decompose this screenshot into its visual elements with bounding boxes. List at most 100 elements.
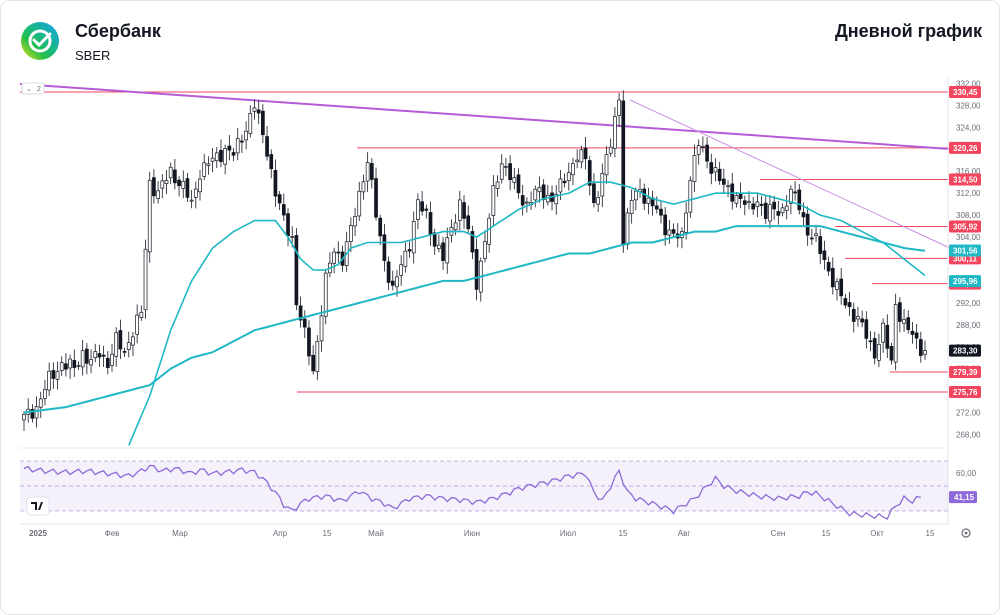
trend-line-main	[19, 83, 951, 150]
candle-body	[101, 354, 106, 357]
candle-body	[872, 338, 877, 359]
candle-body	[914, 332, 919, 339]
candle-body	[453, 222, 458, 231]
candle-body	[713, 167, 718, 173]
x-tick-label: Июл	[560, 529, 577, 538]
candle-body	[671, 229, 676, 234]
candle-body	[504, 165, 508, 168]
candle-body	[315, 340, 320, 372]
candle-body	[734, 195, 739, 204]
trend-line-secondary	[629, 99, 951, 249]
candle-body	[520, 195, 525, 206]
x-tick-label: Мар	[172, 529, 188, 538]
candle-body	[885, 324, 890, 349]
candle-body	[416, 199, 420, 220]
candle-body	[893, 304, 898, 363]
y-tick-label: 332,00	[956, 79, 981, 88]
candle-body	[721, 178, 726, 185]
candle-body	[181, 180, 186, 189]
candle-body	[164, 180, 169, 184]
level-price-tag	[949, 220, 981, 233]
candle-body	[428, 212, 433, 236]
candle-body	[420, 201, 424, 212]
candle-body	[470, 231, 475, 253]
candle-body	[189, 199, 194, 202]
x-axis-ticks: 2025 Фев Мар Апр 15 Май Июн Июл 15 Авг Сен 15 Окт 15	[29, 529, 935, 538]
candle-body	[508, 163, 512, 180]
candle-body	[789, 188, 793, 204]
candle-body	[173, 169, 177, 184]
gear-icon[interactable]	[961, 528, 971, 538]
candle-body	[814, 233, 818, 237]
candle-body	[206, 163, 211, 166]
candle-body	[474, 249, 479, 290]
candle-body	[227, 145, 232, 151]
price-tag	[949, 275, 981, 288]
candle-body	[462, 202, 466, 219]
candle-body	[910, 330, 915, 335]
level-price-tag	[949, 85, 981, 98]
price-tag-text: 295,96	[953, 277, 978, 286]
candle-body	[483, 241, 487, 259]
candle-body	[135, 314, 139, 335]
candle-body	[642, 188, 647, 204]
candle-body	[445, 237, 450, 264]
candle-body	[768, 204, 772, 222]
x-tick-label: 2025	[29, 529, 47, 538]
candle-body	[76, 365, 81, 367]
price-tag-text: 301,56	[953, 246, 978, 255]
candle-body	[864, 319, 869, 339]
candle-body	[160, 180, 165, 189]
candle-body	[696, 145, 701, 155]
level-price-tag-text: 330,45	[953, 88, 978, 97]
candle-body	[663, 214, 668, 236]
candle-body	[143, 248, 148, 311]
candle-body	[512, 177, 517, 183]
candle-body	[621, 100, 626, 246]
x-tick-label: 15	[323, 529, 332, 538]
candle-body	[525, 201, 529, 204]
candle-body	[843, 298, 848, 306]
chart-headline: Дневной график	[834, 21, 982, 41]
candle-body	[877, 343, 881, 361]
candle-body	[554, 193, 559, 205]
candle-body	[818, 236, 823, 254]
level-price-tag	[949, 141, 981, 154]
candle-body	[361, 181, 366, 193]
candle-body	[202, 162, 207, 177]
candle-body	[349, 225, 353, 242]
price-labels: 330,45320,26314,50305,92300,11295,50279,…	[949, 85, 981, 398]
candle-body	[353, 216, 357, 227]
candle-body	[625, 212, 630, 245]
candle-body	[654, 205, 659, 210]
candle-body	[533, 188, 538, 201]
candle-body	[265, 136, 269, 157]
candle-body	[491, 185, 496, 216]
badge-label: 2	[37, 86, 41, 93]
x-tick-label: Окт	[870, 529, 884, 538]
candle-body	[738, 193, 743, 199]
level-price-tag-text: 300,11	[953, 254, 978, 263]
candle-body	[68, 358, 72, 369]
candle-body	[319, 315, 324, 342]
candle-body	[147, 179, 152, 253]
rsi-ticks: 60,00	[956, 469, 977, 478]
price-tag-text: 283,30	[953, 347, 978, 356]
candle-body	[235, 138, 240, 154]
candle-body	[219, 150, 223, 162]
candle-body	[772, 201, 776, 210]
candle-body	[441, 242, 445, 261]
collapse-badge[interactable]: ⌄ 2	[21, 82, 45, 95]
candle-body	[244, 130, 248, 141]
candle-body	[118, 330, 123, 350]
candle-body	[822, 250, 827, 261]
candle-body	[457, 199, 462, 221]
y-tick-label: 268,00	[956, 431, 981, 440]
candle-body	[562, 180, 567, 184]
candle-body	[835, 281, 839, 290]
candle-body	[608, 146, 613, 154]
candle-body	[432, 232, 437, 247]
candle-body	[152, 177, 156, 197]
candle-body	[231, 152, 236, 156]
candle-body	[89, 359, 93, 366]
